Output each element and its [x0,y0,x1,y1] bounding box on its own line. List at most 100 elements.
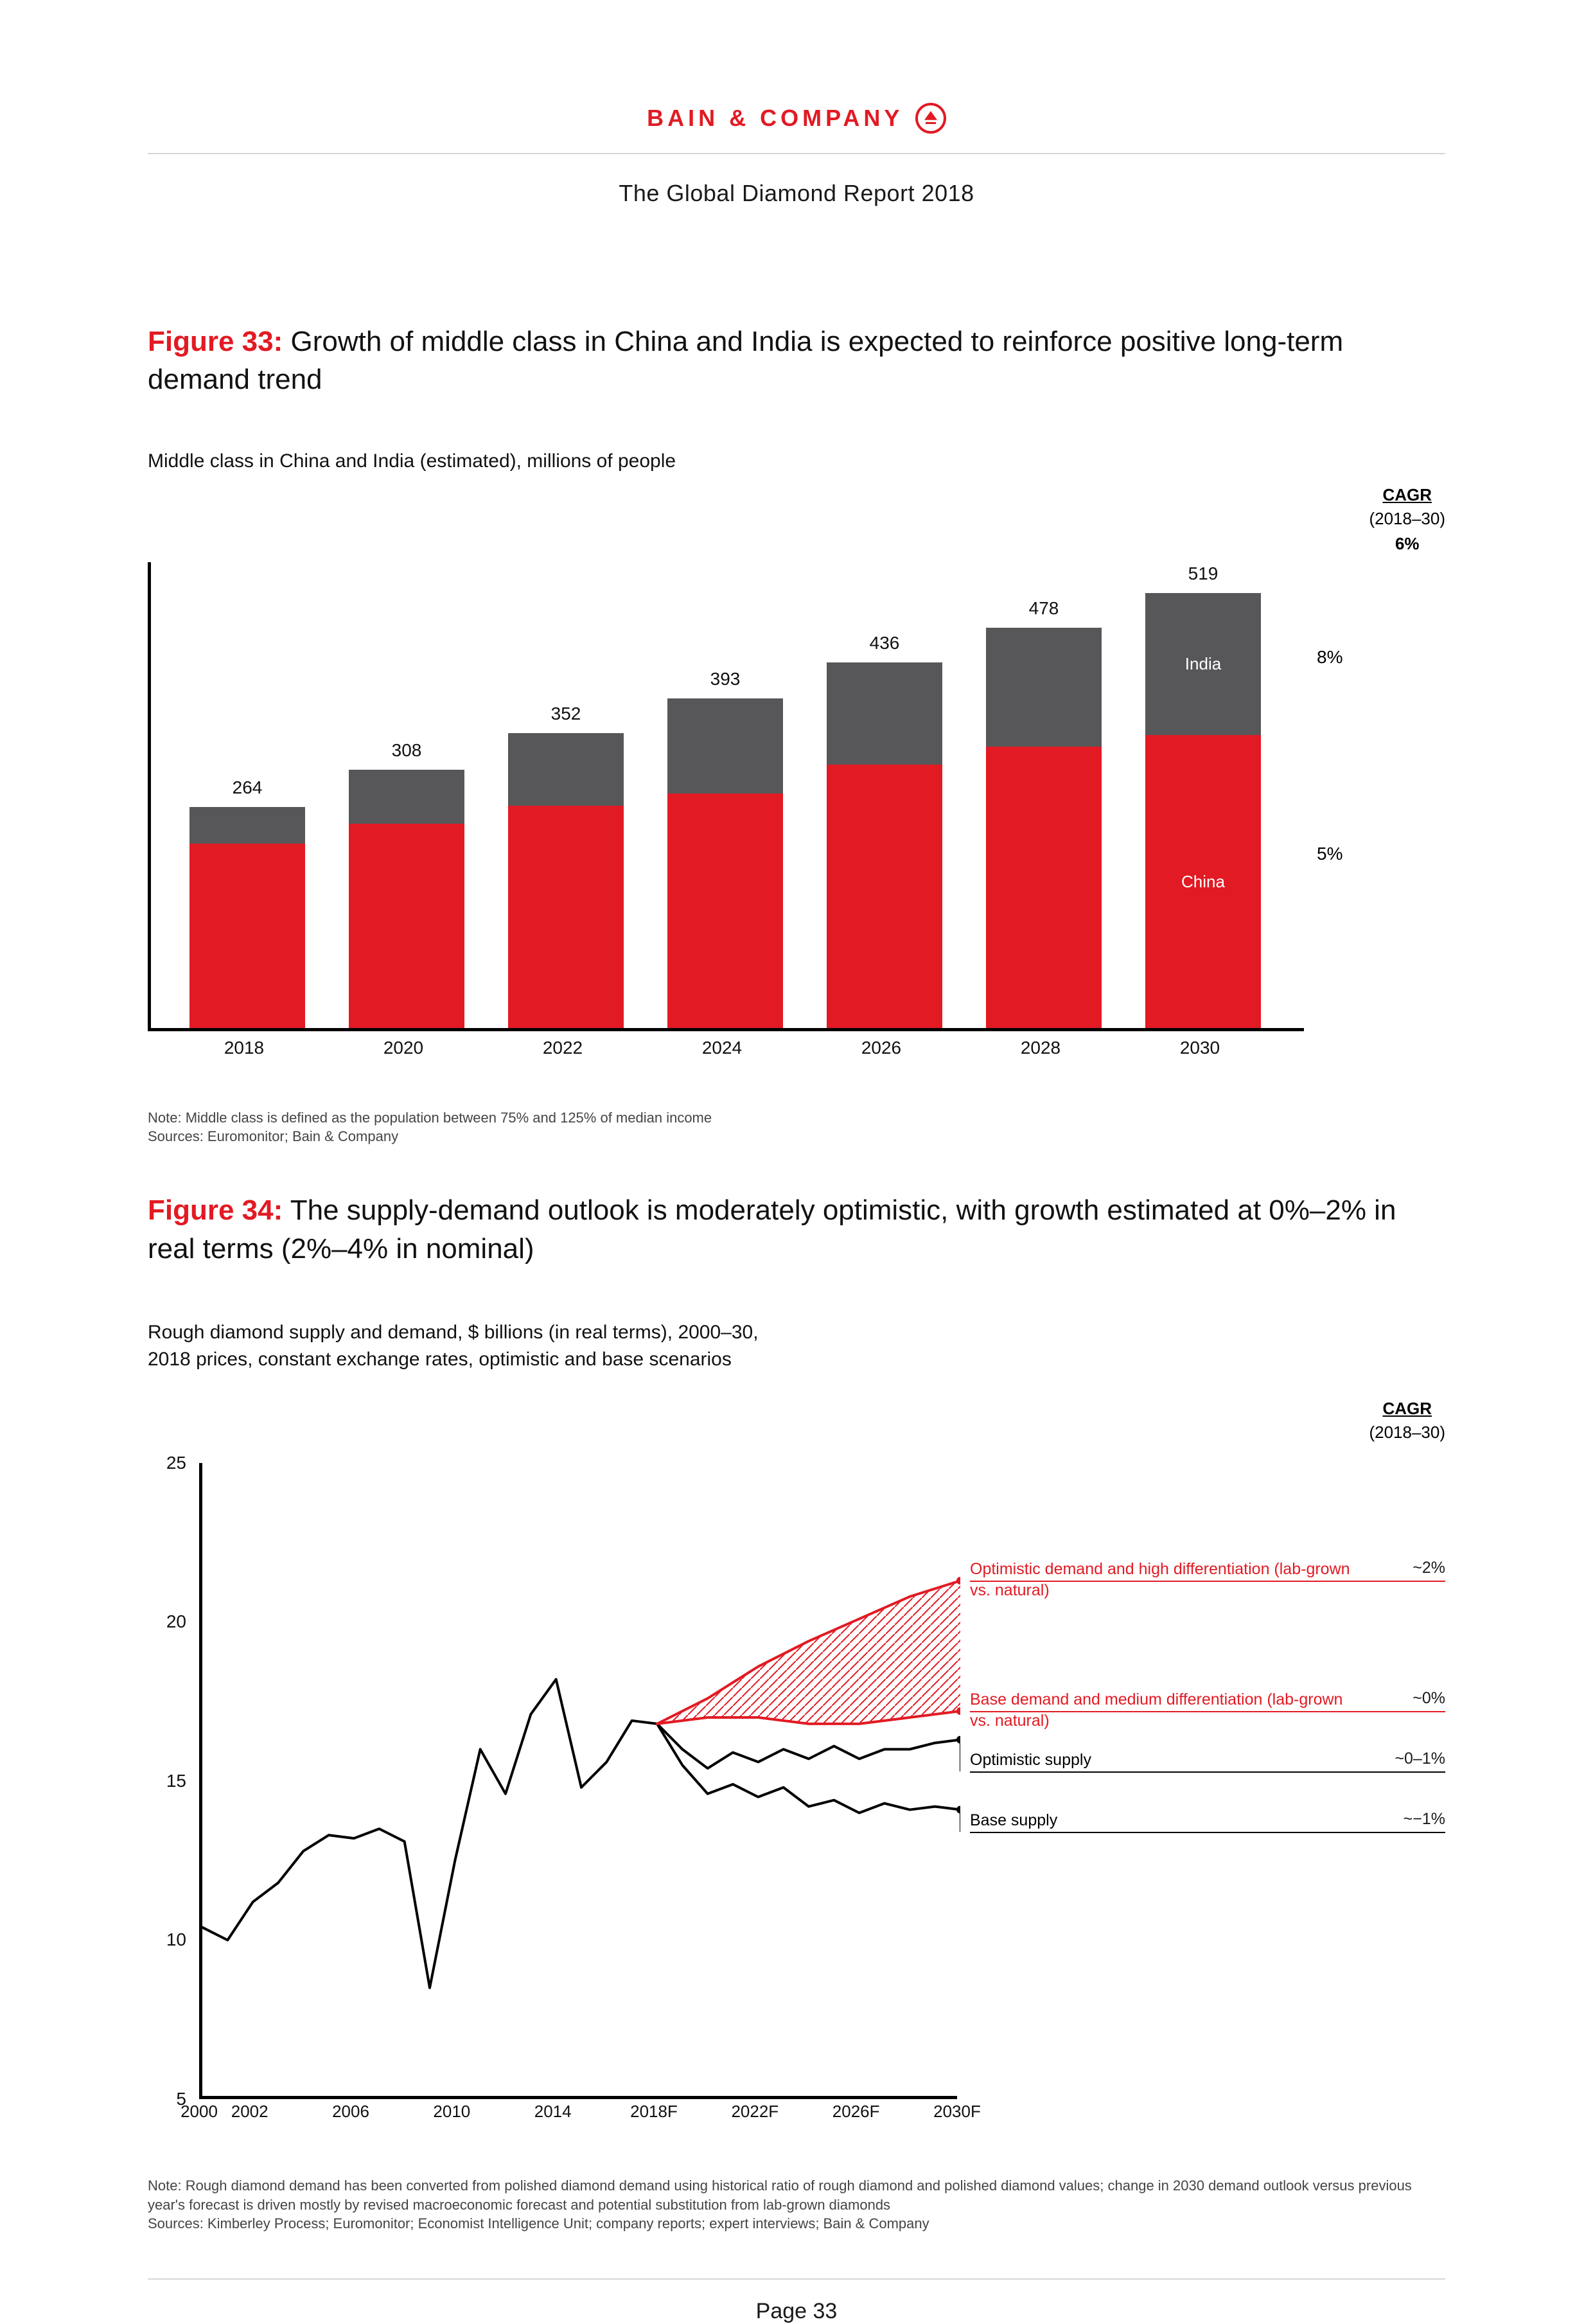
line-historical [202,1680,657,1988]
fig33-cagr-total: 6% [1369,534,1445,554]
bar-segment-india [349,770,464,823]
fig34-chart: CAGR (2018–30) 510152025 200020022006201… [148,1399,1445,2144]
fig34-subtitle-line2: 2018 prices, constant exchange rates, op… [148,1349,732,1370]
bar-column: 352 [508,733,624,1028]
series-label-text: Optimistic demand and high differentiati… [970,1559,1387,1601]
bar-column: 519IndiaChina [1145,593,1261,1028]
x-axis-label: 2014 [534,2102,572,2122]
line-base-supply [657,1724,960,1813]
fig33-right-cagr-row: 5% [1317,844,1445,864]
brand-header: BAIN & COMPANY [148,103,1445,134]
cagr-value: 8% [1317,647,1342,668]
series-label-row: Optimistic demand and high differentiati… [970,1559,1445,1601]
bar-segment-india [508,733,624,806]
bar-total-label: 519 [1145,563,1261,584]
bar-total-label: 436 [827,633,942,653]
x-axis-label: 2026 [823,1038,939,1058]
fig34-svg [202,1463,960,2099]
fig34-title-rest: The supply-demand outlook is moderately … [148,1194,1396,1264]
fig34-outer: 510152025 200020022006201020142018F2022F… [148,1463,1445,2099]
brand-compass-icon [915,103,946,134]
bar-segment-china [667,794,783,1028]
fig34-note-line1: Note: Rough diamond demand has been conv… [148,2176,1445,2214]
series-connector-line [970,1832,1445,1833]
bar-total-label: 264 [189,777,305,798]
fig33-plot-area: 264 308 352 393 436 478 519 India China [148,562,1304,1031]
series-label-text: Base supply [970,1810,1387,1831]
fig33-x-axis-labels: 2018 2020 2022 2024 2026 2028 2030 [148,1038,1304,1076]
bar-total-label: 393 [667,669,783,689]
fig34-subtitle: Rough diamond supply and demand, $ billi… [148,1319,1445,1373]
fig34-cagr-header: CAGR [1369,1399,1445,1419]
y-axis-label: 10 [166,1929,186,1950]
series-cagr-value: ~−1% [1387,1810,1445,1829]
x-axis-label: 2020 [346,1038,461,1058]
fig34-plot-area [199,1463,957,2099]
fig34-series-legend: Optimistic demand and high differentiati… [970,1463,1445,2099]
bar-total-label: 308 [349,740,464,761]
x-axis-label: 2000 [180,2102,218,2122]
x-axis-label: 2002 [231,2102,268,2122]
x-axis-label: 2010 [433,2102,470,2122]
bar-column: 264 [189,807,305,1028]
x-axis-label: 2030F [933,2102,981,2122]
bar-segment-india [986,628,1102,747]
series-label-row: Base demand and medium differentiation (… [970,1689,1445,1731]
fig33-title: Figure 33: Growth of middle class in Chi… [148,323,1445,399]
series-cagr-value: ~2% [1387,1559,1445,1577]
bar-total-label: 478 [986,598,1102,619]
bar-inner-label-india: India [1145,654,1261,674]
series-label-text: Optimistic supply [970,1750,1387,1771]
bar-column: 308 [349,770,464,1028]
bar-segment-india [189,807,305,844]
bar-segment-china [986,747,1102,1028]
x-axis-label: 2030 [1142,1038,1258,1058]
fig34-note: Note: Rough diamond demand has been conv… [148,2176,1445,2233]
fig34-y-axis-labels: 510152025 [148,1463,193,2099]
fig33-note-line1: Note: Middle class is defined as the pop… [148,1108,1445,1128]
bar-inner-label-china: China [1145,872,1261,892]
x-axis-label: 2028 [983,1038,1098,1058]
page-number: Page 33 [148,2299,1445,2324]
fig33-label: Figure 33: [148,326,283,357]
series-cagr-value: ~0–1% [1387,1750,1445,1768]
rule-top [148,153,1445,154]
fig33-subtitle: Middle class in China and India (estimat… [148,450,1445,472]
fig33-cagr-header: CAGR [1369,485,1445,505]
line-optimistic-supply [657,1724,960,1768]
series-label-text: Base demand and medium differentiation (… [970,1689,1387,1731]
x-axis-label: 2018F [630,2102,678,2122]
fig34-label: Figure 34: [148,1194,283,1226]
x-axis-label: 2024 [664,1038,780,1058]
fig34-note-line2: Sources: Kimberley Process; Euromonitor;… [148,2214,1445,2233]
fig33-right-labels: 8% 5% [1317,562,1445,1031]
fig34-cagr-box: CAGR (2018–30) [1369,1399,1445,1442]
fig33-cagr-range: (2018–30) [1369,509,1445,529]
fig34-subtitle-line1: Rough diamond supply and demand, $ billi… [148,1322,759,1343]
bar-segment-india [827,662,942,765]
cagr-value: 5% [1317,844,1342,864]
bar-column: 478 [986,628,1102,1028]
series-connector-line [970,1771,1445,1773]
fig34-title: Figure 34: The supply-demand outlook is … [148,1191,1445,1268]
fig33-note-line2: Sources: Euromonitor; Bain & Company [148,1127,1445,1146]
x-axis-label: 2022F [731,2102,779,2122]
fig34-cagr-range: (2018–30) [1369,1423,1445,1442]
bar-segment-china [349,824,464,1028]
x-axis-label: 2018 [186,1038,302,1058]
bar-segment-china [189,844,305,1028]
bar-column: 393 [667,698,783,1027]
bar-segment-china [827,765,942,1027]
series-label-row: Base supply~−1% [970,1810,1445,1831]
report-subtitle: The Global Diamond Report 2018 [148,180,1445,207]
bar-segment-india [667,698,783,793]
bar-total-label: 352 [508,704,624,724]
fig33-chart: CAGR (2018–30) 6% 264 308 352 393 436 478 519 I… [148,485,1445,1076]
y-axis-label: 20 [166,1611,186,1632]
fig33-cagr-box: CAGR (2018–30) 6% [1369,485,1445,554]
brand-name: BAIN & COMPANY [647,105,903,132]
x-axis-label: 2022 [505,1038,620,1058]
bar-segment-china [508,806,624,1027]
fig34-x-axis-labels: 200020022006201020142018F2022F2026F2030F [199,2102,957,2134]
fig33-right-cagr-row: 8% [1317,647,1445,668]
